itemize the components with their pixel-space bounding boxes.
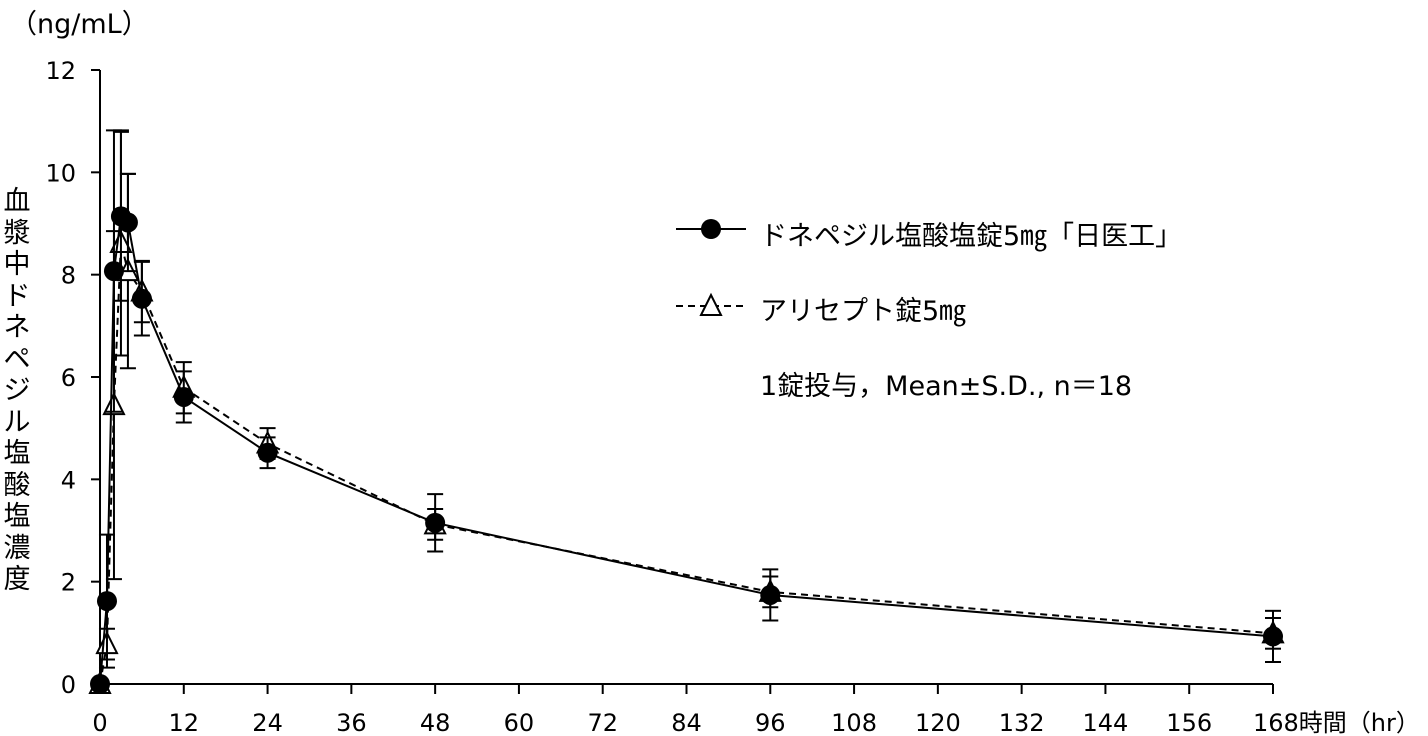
point-s1-12 <box>173 386 194 407</box>
x-tick-label-96: 96 <box>755 709 786 736</box>
series-line-2 <box>99 242 1274 685</box>
legend-label-series-2: アリセプト錠5㎎ <box>760 296 967 327</box>
x-tick-label-60: 60 <box>504 709 535 736</box>
x-tick-label-144: 144 <box>1083 709 1129 736</box>
y-tick-label-6: 6 <box>61 364 76 392</box>
legend-marker-series-2 <box>699 292 723 316</box>
legend-marker-series-1 <box>701 219 721 239</box>
point-s1-168 <box>1263 626 1283 647</box>
point-s1-96 <box>760 584 781 605</box>
point-s1-48 <box>425 512 446 533</box>
x-tick-label-0: 0 <box>92 709 107 736</box>
x-tick-label-12: 12 <box>169 709 200 736</box>
x-tick-label-156: 156 <box>1166 709 1212 736</box>
point-s1-1 <box>96 591 117 612</box>
y-tick-label-10: 10 <box>45 159 76 187</box>
y-tick-label-2: 2 <box>61 569 76 597</box>
x-tick-label-168: 168時間（hr） <box>1253 709 1420 736</box>
point-s1-6 <box>131 288 152 309</box>
x-tick-label-108: 108 <box>831 709 877 736</box>
point-s1-0 <box>90 674 110 694</box>
x-tick-label-24: 24 <box>252 709 283 736</box>
dosing-note: 1錠投与，Mean±S.D., n＝18 <box>760 371 1133 402</box>
y-tick-label-4: 4 <box>61 466 76 494</box>
point-s1-24 <box>257 442 278 463</box>
y-axis-unit: （ng/mL） <box>10 9 149 40</box>
y-tick-label-12: 12 <box>45 57 76 85</box>
x-tick-label-132: 132 <box>999 709 1045 736</box>
legend-label-series-1: ドネペジル塩酸塩錠5㎎「日医工」 <box>760 221 1183 252</box>
point-s1-2 <box>103 261 124 282</box>
x-tick-label-36: 36 <box>336 709 367 736</box>
x-tick-label-120: 120 <box>915 709 961 736</box>
y-axis-label: 血漿中ドネペジル塩酸塩濃度 <box>3 186 31 595</box>
x-tick-label-48: 48 <box>420 709 451 736</box>
point-s1-4 <box>117 212 138 233</box>
x-tick-label-72: 72 <box>587 709 618 736</box>
x-tick-label-84: 84 <box>671 709 702 736</box>
y-tick-label-0: 0 <box>61 671 76 699</box>
y-tick-label-8: 8 <box>61 262 76 290</box>
